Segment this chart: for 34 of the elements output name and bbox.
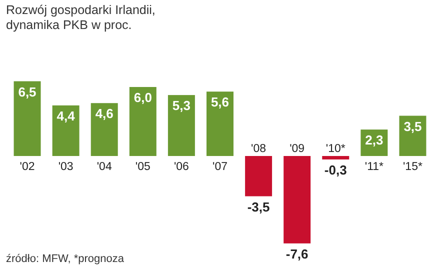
bar [284,156,311,244]
x-tick-label: '08 [251,143,266,155]
bar [14,81,41,156]
x-tick-label: '06 [174,161,189,173]
data-label: 6,5 [18,84,36,100]
x-tick-label: '15* [402,161,423,173]
data-label: 4,6 [95,106,114,122]
x-tick-label: '11* [364,161,384,173]
x-tick-label: '04 [96,161,112,173]
bar [206,92,234,156]
bar [129,87,156,156]
x-tick-label: '10* [326,143,346,155]
data-label: -7,6 [286,246,308,262]
x-tick-label: '02 [20,161,35,173]
bar [322,156,350,160]
bar [90,103,118,156]
data-label: -3,5 [247,199,270,214]
x-tick-label: '07 [212,161,228,173]
data-label: 2,3 [365,132,384,148]
bar [52,105,80,156]
chart-title: Rozwój gospodarki Irlandii, dynamika PKB w proc. [6,3,156,32]
x-tick-label: '09 [290,143,305,155]
data-label: -0,3 [324,162,347,178]
data-label: 4,4 [56,108,76,124]
x-tick-label: '05 [135,161,150,173]
data-label: 6,0 [134,90,152,105]
x-tick-label: '03 [58,161,74,173]
data-label: 5,6 [210,94,230,110]
text: źródło: MFW, *prognoza [6,253,125,265]
data-label: 5,3 [172,98,190,114]
bar [245,156,272,196]
bar [399,116,426,156]
bar [168,95,195,156]
data-label: 3,5 [404,118,422,134]
